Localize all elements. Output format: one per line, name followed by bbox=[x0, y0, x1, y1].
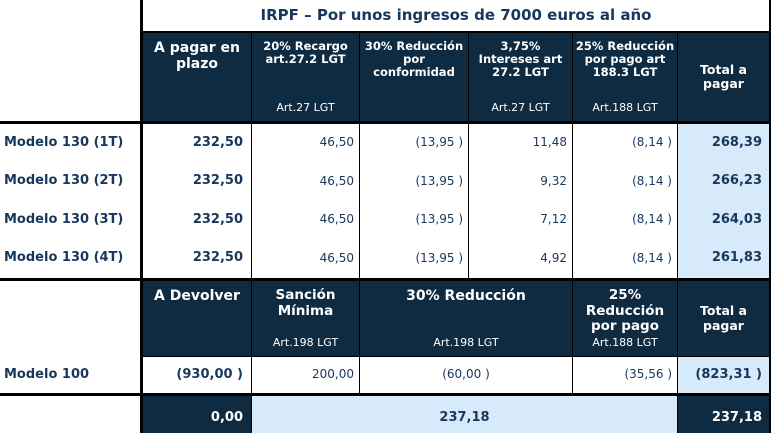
header-sancion-minima: Sanción Mínima Art.198 LGT bbox=[251, 278, 359, 357]
cell-3t-conformidad: (13,95 ) bbox=[359, 201, 468, 239]
cell-1t-total: 268,39 bbox=[677, 124, 771, 162]
header-intereses: 3,75% Intereses art 27.2 LGT Art.27 LGT bbox=[468, 33, 572, 124]
cell-4t-total: 261,83 bbox=[677, 239, 771, 278]
header-25-reduccion-art: Art.188 LGT bbox=[592, 336, 658, 350]
header-reduccion-pago-main: 25% Reducción por pago art 188.3 LGT bbox=[575, 39, 675, 80]
header-25-reduccion-main: 25% Reducción por pago bbox=[585, 287, 665, 335]
header-conformidad-main: 30% Reducción por conformidad bbox=[364, 39, 464, 80]
cell-2t-total: 266,23 bbox=[677, 162, 771, 201]
cell-2t-pago: (8,14 ) bbox=[572, 162, 677, 201]
cell-2t-recargo: 46,50 bbox=[251, 162, 359, 201]
header-25-reduccion: 25% Reducción por pago Art.188 LGT bbox=[572, 278, 677, 357]
header-recargo-art: Art.27 LGT bbox=[276, 101, 335, 115]
header-total-a-pagar: Total a pagar bbox=[677, 33, 771, 124]
cell-4t-recargo: 46,50 bbox=[251, 239, 359, 278]
cell-3t-recargo: 46,50 bbox=[251, 201, 359, 239]
cell-2t-intereses: 9,32 bbox=[468, 162, 572, 201]
cell-3t-intereses: 7,12 bbox=[468, 201, 572, 239]
header-sancion-main: Sanción Mínima bbox=[275, 287, 336, 319]
header-30-reduccion-main: 30% Reducción bbox=[406, 288, 526, 304]
cell-1t-pagar: 232,50 bbox=[192, 134, 243, 150]
cell-m100-devolver: (930,00 ) bbox=[176, 366, 243, 382]
cell-2t-conformidad: (13,95 ) bbox=[359, 162, 468, 201]
cell-4t-pagar: 232,50 bbox=[192, 250, 243, 266]
header-intereses-art: Art.27 LGT bbox=[491, 101, 550, 115]
title-row-spacer bbox=[0, 0, 143, 33]
row-label-modelo100: Modelo 100 bbox=[0, 357, 143, 393]
cell-1t-intereses: 11,48 bbox=[468, 124, 572, 162]
cell-total-reduccion: 237,18 bbox=[251, 393, 677, 433]
table-title: IRPF – Por unos ingresos de 7000 euros a… bbox=[143, 0, 771, 33]
header-recargo: 20% Recargo art.27.2 LGT Art.27 LGT bbox=[251, 33, 359, 124]
header-a-pagar-label: A pagar en plazo bbox=[154, 40, 240, 73]
row-label-modelo130-4t: Modelo 130 (4T) bbox=[0, 239, 143, 278]
header-conformidad: 30% Reducción por conformidad bbox=[359, 33, 468, 124]
cell-1t-pago: (8,14 ) bbox=[572, 124, 677, 162]
cell-m100-reduccion25: (35,56 ) bbox=[572, 357, 677, 393]
cell-total-devolver: 0,00 bbox=[143, 393, 251, 433]
cell-1t-recargo: 46,50 bbox=[251, 124, 359, 162]
header-a-pagar-en-plazo: A pagar en plazo bbox=[143, 33, 251, 124]
cell-4t-conformidad: (13,95 ) bbox=[359, 239, 468, 278]
cell-2t-pagar: 232,50 bbox=[192, 173, 243, 189]
cell-4t-pago: (8,14 ) bbox=[572, 239, 677, 278]
header-sancion-art: Art.198 LGT bbox=[272, 336, 339, 350]
header-30-reduccion: 30% Reducción Art.198 LGT bbox=[359, 278, 572, 357]
cell-1t-conformidad: (13,95 ) bbox=[359, 124, 468, 162]
header-recargo-main: 20% Recargo art.27.2 LGT bbox=[263, 39, 348, 67]
cell-m100-sancion: 200,00 bbox=[251, 357, 359, 393]
header2-total-a-pagar: Total a pagar bbox=[677, 278, 771, 357]
cell-m100-total: (823,31 ) bbox=[677, 357, 771, 393]
cell-m100-reduccion30: (60,00 ) bbox=[359, 357, 572, 393]
header-reduccion-pago-art: Art.188 LGT bbox=[592, 101, 658, 115]
cell-3t-total: 264,03 bbox=[677, 201, 771, 239]
header-reduccion-pago: 25% Reducción por pago art 188.3 LGT Art… bbox=[572, 33, 677, 124]
cell-3t-pago: (8,14 ) bbox=[572, 201, 677, 239]
header-a-devolver: A Devolver bbox=[143, 278, 251, 357]
totals-row-spacer bbox=[0, 393, 143, 433]
cell-4t-intereses: 4,92 bbox=[468, 239, 572, 278]
cell-3t-pagar: 232,50 bbox=[192, 211, 243, 227]
header1-spacer bbox=[0, 33, 143, 124]
header-intereses-main: 3,75% Intereses art 27.2 LGT bbox=[478, 39, 563, 80]
row-label-modelo130-1t: Modelo 130 (1T) bbox=[0, 124, 143, 162]
header2-spacer bbox=[0, 278, 143, 357]
row-label-modelo130-2t: Modelo 130 (2T) bbox=[0, 162, 143, 201]
cell-total-a-pagar: 237,18 bbox=[677, 393, 771, 433]
header-30-reduccion-art: Art.198 LGT bbox=[433, 336, 499, 350]
row-label-modelo130-3t: Modelo 130 (3T) bbox=[0, 201, 143, 239]
